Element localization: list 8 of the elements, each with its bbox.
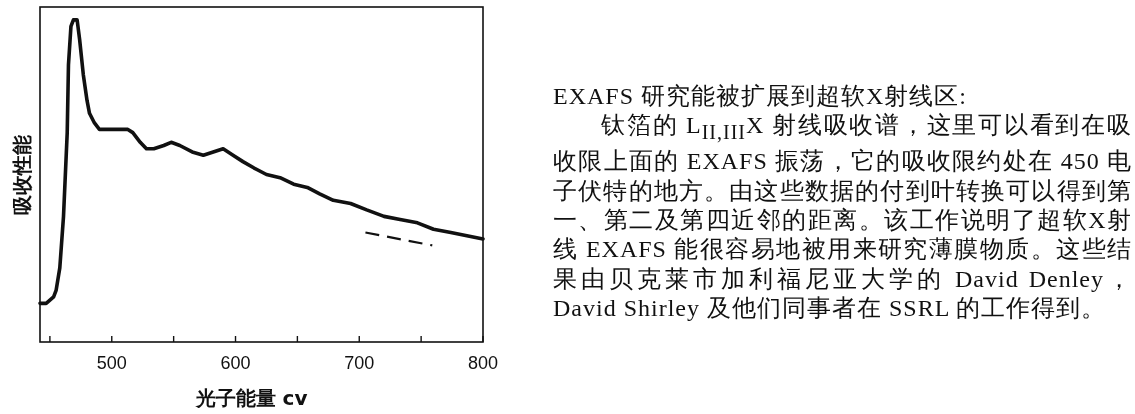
x-tick-label: 500: [96, 353, 127, 373]
x-tick-label: 600: [220, 353, 251, 373]
x-tick-label: 700: [344, 353, 375, 373]
text: EXAFS 研究能被扩展到超软X射线区:: [553, 82, 969, 111]
x-tick-label: 800: [467, 353, 499, 373]
x-axis-title: 光子能量 cv: [194, 386, 308, 410]
y-axis-title: 吸收性能: [10, 134, 34, 215]
text: 钛箔的 L$_{II,III}$X 射线吸收谱，这里可以看到在吸收限上面的 EXAFS 振荡，它的吸收限约处在 450 电子伏特的地方。由这些数据的付到叶转换可以得到第一、第二及第四近邻的距离。该工作说明了超软X射线 EXAFS 能很容易地被用来研究薄膜物质。这些结果由贝克莱市加利福尼亚大学的 David Denley，David Shirley 及他们同事者在 SSRL 的工作得到。: [553, 112, 1132, 321]
